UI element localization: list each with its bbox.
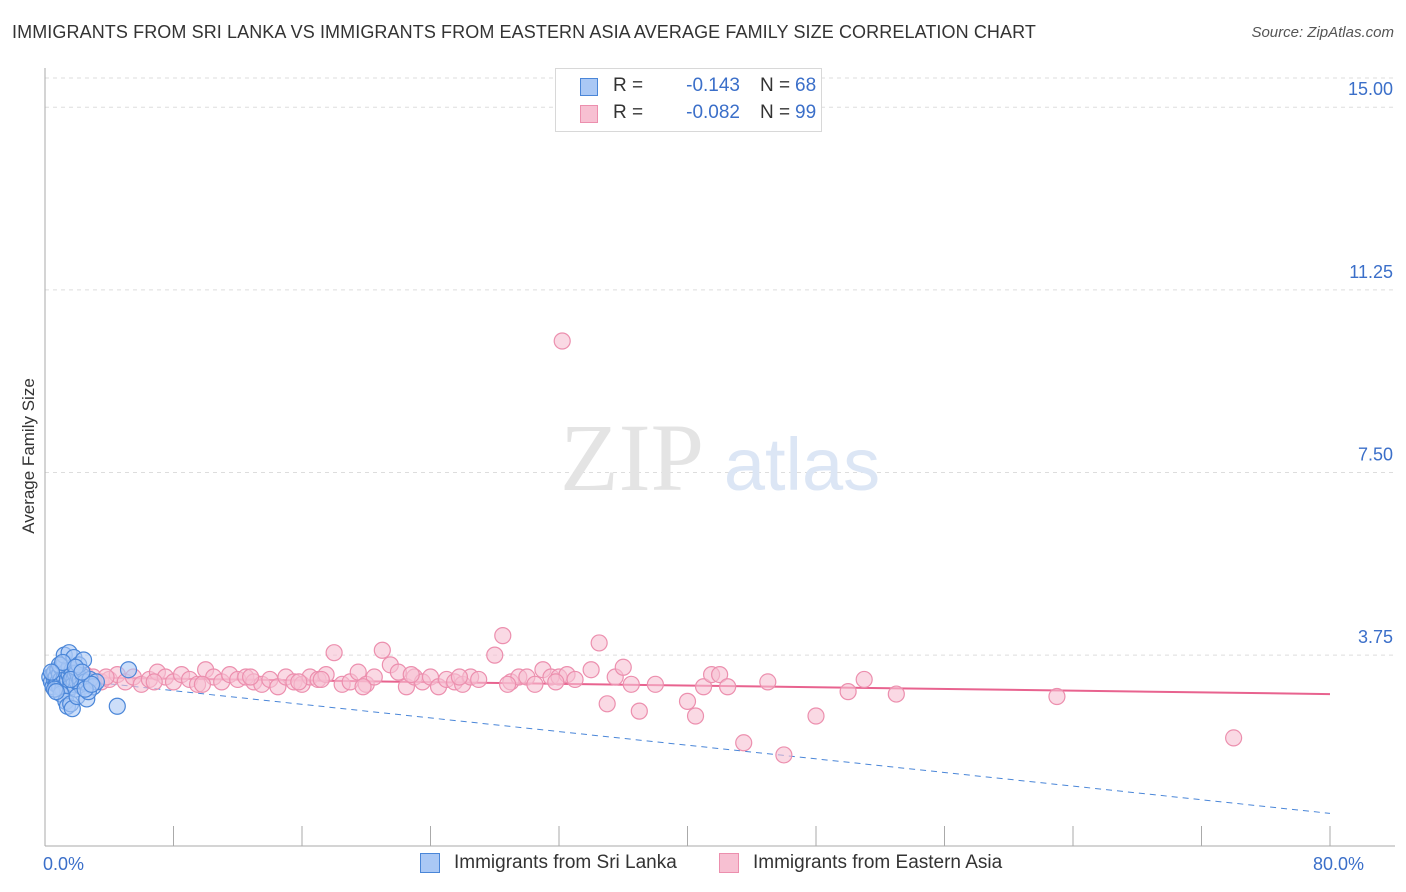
point-eastern-asia xyxy=(775,746,793,764)
point-eastern-asia xyxy=(312,670,330,689)
point-eastern-asia xyxy=(1048,687,1066,706)
point-eastern-asia xyxy=(325,644,343,662)
y-tick-label: 7.50 xyxy=(1358,444,1393,464)
legend-n-value: 68 xyxy=(795,75,817,96)
point-eastern-asia xyxy=(630,702,648,720)
point-eastern-asia xyxy=(470,670,488,689)
point-sri-lanka xyxy=(73,663,91,681)
gridlines xyxy=(45,77,1395,656)
point-eastern-asia xyxy=(735,734,753,752)
point-eastern-asia xyxy=(598,695,616,713)
point-eastern-asia xyxy=(354,678,372,696)
legend-n-label: N = xyxy=(760,102,791,123)
point-eastern-asia xyxy=(590,634,608,652)
point-eastern-asia xyxy=(646,675,664,693)
point-sri-lanka xyxy=(47,683,65,701)
point-eastern-asia xyxy=(145,673,163,691)
point-eastern-asia xyxy=(1225,729,1243,747)
legend-r-value: -0.143 xyxy=(686,75,740,96)
point-eastern-asia xyxy=(494,627,512,645)
axis-labels: 3.75 7.50 11.25 15.00 0.0% 80.0% xyxy=(43,79,1393,874)
point-eastern-asia xyxy=(855,670,873,689)
point-eastern-asia xyxy=(486,646,504,664)
point-eastern-asia xyxy=(711,665,729,684)
legend-n-value: 99 xyxy=(795,102,817,123)
legend-r-value: -0.082 xyxy=(686,102,740,123)
point-eastern-asia xyxy=(193,675,212,693)
point-sri-lanka xyxy=(108,697,126,715)
legend-swatch-eastern-asia xyxy=(580,105,598,123)
source-label: Source: ZipAtlas.com xyxy=(1251,24,1394,41)
point-eastern-asia xyxy=(719,678,737,696)
point-sri-lanka xyxy=(42,663,61,681)
point-eastern-asia xyxy=(582,661,600,679)
point-eastern-asia xyxy=(678,692,697,710)
point-eastern-asia xyxy=(499,675,517,693)
point-eastern-asia xyxy=(566,670,584,689)
point-eastern-asia xyxy=(373,641,391,659)
point-eastern-asia xyxy=(839,683,857,701)
watermark-zip: ZIP xyxy=(560,404,704,511)
y-tick-label: 3.75 xyxy=(1358,627,1393,647)
watermark: ZIP atlas xyxy=(560,404,880,511)
point-eastern-asia xyxy=(365,668,383,686)
point-sri-lanka xyxy=(119,661,138,679)
legend-r-label: R = xyxy=(613,75,644,96)
legend-swatch-sri-lanka xyxy=(580,78,598,96)
point-eastern-asia xyxy=(614,658,632,676)
legend-r-label: R = xyxy=(613,102,644,123)
point-eastern-asia xyxy=(686,707,705,725)
x-tick-label: 80.0% xyxy=(1313,854,1364,874)
point-eastern-asia xyxy=(547,673,565,691)
correlation-legend: R = -0.143 N = 68 R = -0.082 N = 99 xyxy=(555,68,822,132)
data-points xyxy=(41,332,1243,764)
bottom-legend-swatch-eastern-asia xyxy=(719,853,739,873)
axes xyxy=(44,68,1395,847)
bottom-legend-swatch-sri-lanka xyxy=(420,853,440,873)
point-eastern-asia xyxy=(694,678,713,696)
bottom-legend-label: Immigrants from Eastern Asia xyxy=(753,852,1003,873)
point-eastern-asia xyxy=(622,675,640,693)
point-eastern-asia xyxy=(242,668,260,686)
point-sri-lanka xyxy=(82,675,101,693)
point-eastern-asia xyxy=(887,685,905,703)
point-eastern-asia xyxy=(290,673,308,691)
point-eastern-asia xyxy=(759,673,777,691)
y-tick-label: 15.00 xyxy=(1348,79,1393,99)
point-eastern-asia xyxy=(553,332,571,350)
bottom-legend-label: Immigrants from Sri Lanka xyxy=(454,852,677,873)
point-eastern-asia xyxy=(450,668,469,686)
x-tick-label: 0.0% xyxy=(43,854,84,874)
legend-n-label: N = xyxy=(760,75,791,96)
chart-title: IMMIGRANTS FROM SRI LANKA VS IMMIGRANTS … xyxy=(12,22,1037,42)
point-eastern-asia xyxy=(402,665,420,684)
watermark-atlas: atlas xyxy=(724,423,880,506)
y-tick-label: 11.25 xyxy=(1349,262,1393,282)
point-eastern-asia xyxy=(526,675,544,693)
y-axis-title: Average Family Size xyxy=(19,378,38,534)
point-eastern-asia xyxy=(807,707,825,725)
